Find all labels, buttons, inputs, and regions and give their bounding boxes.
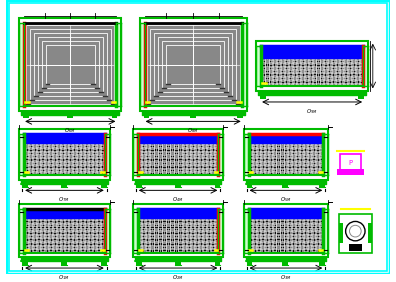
Bar: [138, 134, 219, 175]
Bar: [38, 37, 103, 92]
Bar: [363, 46, 368, 87]
Bar: [133, 134, 138, 175]
Bar: [105, 209, 110, 252]
Text: $O_{1M}$: $O_{1M}$: [58, 273, 70, 282]
Bar: [140, 23, 145, 106]
Bar: [244, 204, 328, 257]
Bar: [282, 261, 288, 265]
Bar: [24, 134, 105, 175]
Text: $O_{9M}$: $O_{9M}$: [306, 107, 318, 116]
Bar: [19, 129, 110, 180]
Bar: [320, 184, 325, 188]
Bar: [147, 25, 240, 104]
Bar: [249, 134, 323, 175]
Bar: [101, 184, 107, 188]
Bar: [256, 41, 368, 91]
Bar: [145, 23, 242, 106]
Bar: [24, 209, 105, 252]
Bar: [112, 114, 117, 118]
Bar: [150, 29, 236, 100]
Bar: [249, 209, 323, 252]
Text: $O_{7M}$: $O_{7M}$: [58, 195, 70, 204]
Bar: [19, 134, 24, 175]
Bar: [46, 45, 95, 85]
Bar: [323, 209, 328, 252]
Bar: [138, 209, 219, 252]
Bar: [34, 33, 107, 96]
Bar: [140, 18, 247, 111]
Bar: [175, 184, 181, 188]
Bar: [67, 114, 73, 118]
Bar: [26, 25, 114, 104]
Bar: [282, 184, 288, 188]
Text: $O_{2M}$: $O_{2M}$: [172, 273, 183, 282]
Bar: [105, 134, 110, 175]
Bar: [337, 169, 364, 175]
Bar: [133, 204, 223, 257]
Bar: [158, 37, 228, 92]
Bar: [19, 18, 121, 111]
Bar: [162, 41, 224, 88]
Bar: [247, 184, 252, 188]
Bar: [19, 204, 110, 257]
Bar: [244, 209, 249, 252]
Bar: [261, 46, 363, 87]
Bar: [24, 23, 116, 106]
Bar: [237, 114, 243, 118]
Bar: [166, 45, 220, 85]
Bar: [30, 29, 110, 100]
Bar: [42, 41, 99, 88]
Bar: [144, 114, 149, 118]
Bar: [133, 209, 138, 252]
Bar: [244, 134, 249, 175]
Bar: [320, 261, 325, 265]
Bar: [61, 184, 67, 188]
Bar: [101, 261, 107, 265]
Bar: [368, 223, 372, 243]
Bar: [19, 23, 24, 106]
Bar: [244, 129, 328, 180]
Bar: [116, 23, 121, 106]
Bar: [190, 114, 196, 118]
Text: $O_{3M}$: $O_{3M}$: [280, 273, 291, 282]
Bar: [323, 134, 328, 175]
Bar: [358, 95, 364, 99]
Bar: [348, 244, 362, 251]
Bar: [133, 129, 223, 180]
Bar: [136, 184, 142, 188]
Bar: [136, 261, 142, 265]
Bar: [175, 261, 181, 265]
Text: $O_{8M}$: $O_{8M}$: [187, 126, 199, 135]
Bar: [22, 261, 28, 265]
Bar: [23, 114, 29, 118]
Bar: [219, 134, 223, 175]
Bar: [215, 261, 220, 265]
Bar: [339, 214, 372, 252]
Text: $O_{4M}$: $O_{4M}$: [172, 195, 183, 204]
Bar: [260, 95, 266, 99]
Bar: [256, 46, 261, 87]
Text: P: P: [348, 160, 352, 166]
Bar: [19, 209, 24, 252]
Bar: [339, 223, 343, 243]
Text: $O_{5M}$: $O_{5M}$: [280, 195, 291, 204]
Bar: [61, 261, 67, 265]
Bar: [22, 184, 28, 188]
Bar: [247, 261, 252, 265]
Bar: [219, 209, 223, 252]
Bar: [340, 155, 361, 172]
Bar: [242, 23, 247, 106]
Bar: [154, 33, 232, 96]
Bar: [215, 184, 220, 188]
Text: $O_{6M}$: $O_{6M}$: [64, 126, 76, 135]
